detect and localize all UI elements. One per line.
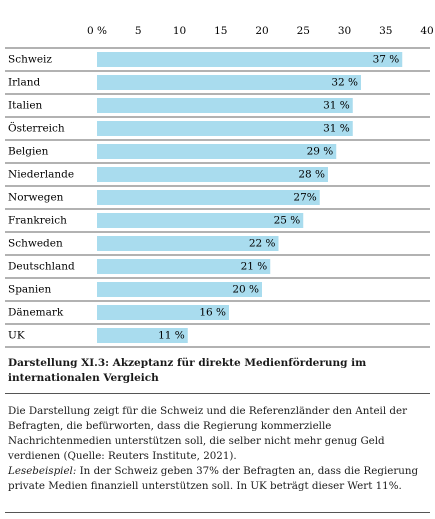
separator	[5, 512, 430, 513]
y-tick-label: Schweden	[8, 238, 63, 250]
y-tick-label: Spanien	[8, 284, 52, 296]
value-label: 21 %	[241, 261, 268, 273]
y-tick-label: Niederlande	[8, 169, 74, 181]
bar	[97, 144, 337, 159]
x-tick-label: 20	[255, 25, 268, 37]
x-tick-label: 10	[173, 25, 186, 37]
value-label: 31 %	[323, 100, 350, 112]
x-tick-label: 25	[297, 25, 310, 37]
value-label: 32 %	[331, 77, 358, 89]
bar	[97, 52, 403, 67]
example-text: In der Schweiz geben 37% der Befragten a…	[8, 465, 419, 492]
y-tick-label: Irland	[8, 77, 41, 89]
value-label: 11 %	[158, 330, 185, 342]
y-tick-label: Dänemark	[8, 307, 64, 319]
y-tick-label: Italien	[8, 100, 43, 112]
value-label: 16 %	[199, 307, 226, 319]
value-label: 22 %	[249, 238, 276, 250]
chart: 0 % 5 10 15 20 25 30 35 40 Schweiz 37 % Irland 32 % I…	[5, 25, 434, 348]
bar	[97, 190, 320, 205]
y-tick-label: Österreich	[8, 121, 65, 135]
bar	[97, 167, 328, 182]
x-tick-label: 15	[214, 25, 227, 37]
y-tick-label: Belgien	[8, 146, 49, 158]
chart-title: Darstellung XI.3: Akzeptanz für direkte …	[8, 357, 367, 384]
value-label: 29 %	[307, 146, 334, 158]
bar	[97, 328, 188, 343]
x-tick-label: 30	[338, 25, 351, 37]
y-tick-label: Deutschland	[8, 261, 75, 273]
bar	[97, 213, 304, 228]
value-label: 25 %	[274, 215, 301, 227]
value-label: 31 %	[323, 123, 350, 135]
y-tick-label: Norwegen	[8, 192, 64, 204]
x-tick-label: 40	[420, 25, 433, 37]
x-tick-label: 5	[135, 25, 142, 37]
value-label: 28 %	[298, 169, 325, 181]
example: Lesebeispiel: In der Schweiz geben 37% d…	[8, 464, 428, 494]
bar	[97, 236, 279, 251]
value-label: 20 %	[232, 284, 259, 296]
bar	[97, 259, 271, 274]
bar	[97, 305, 229, 320]
bar	[97, 121, 353, 136]
bar	[97, 282, 262, 297]
description: Die Darstellung zeigt für die Schweiz un…	[8, 405, 408, 462]
separator	[5, 393, 430, 394]
description-block: Die Darstellung zeigt für die Schweiz un…	[8, 404, 428, 494]
x-tick-label: 35	[379, 25, 392, 37]
value-label: 37 %	[373, 54, 400, 66]
example-label: Lesebeispiel:	[8, 465, 77, 477]
bar	[97, 98, 353, 113]
y-tick-label: Frankreich	[8, 215, 67, 227]
y-tick-label: Schweiz	[8, 54, 52, 66]
bar	[97, 75, 361, 90]
y-tick-label: UK	[8, 330, 25, 342]
value-label: 27%	[293, 192, 316, 204]
x-tick-label: 0 %	[87, 25, 107, 37]
